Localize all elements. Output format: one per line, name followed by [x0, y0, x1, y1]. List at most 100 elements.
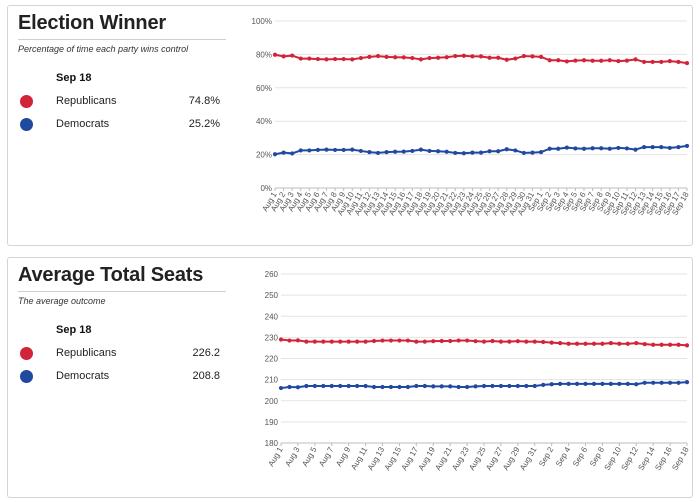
democrats-point [591, 381, 597, 386]
democrats-point [464, 384, 470, 390]
y-tick-label: 0% [260, 184, 272, 193]
panel-title: Average Total Seats [18, 262, 226, 292]
democrats-point [410, 148, 415, 154]
republicans-point [358, 55, 363, 61]
republicans-point [470, 54, 475, 59]
republicans-point [532, 339, 537, 344]
republicans-point [504, 57, 509, 62]
republicans-point [591, 341, 597, 346]
republicans-point [521, 53, 527, 59]
democrats-point [564, 145, 569, 150]
democrats-series [278, 380, 690, 391]
republicans-point [590, 58, 595, 63]
democrats-point [461, 151, 466, 156]
y-tick-label: 190 [265, 418, 279, 427]
democrats-point [338, 383, 343, 389]
republicans-point [478, 54, 484, 59]
y-tick-label: 230 [265, 333, 279, 342]
panel-subtitle: Percentage of time each party wins contr… [18, 44, 189, 54]
democrats-point [676, 144, 681, 150]
democrats-point [427, 148, 432, 154]
democrats-point [524, 383, 529, 389]
democrats-point [287, 384, 292, 390]
y-tick-label: 60% [256, 84, 272, 93]
democrats-point [363, 383, 368, 389]
republicans-point [564, 59, 569, 64]
y-tick-label: 40% [256, 117, 272, 126]
democrats-point [558, 381, 563, 386]
republicans-series [272, 52, 690, 66]
legend-row-democrats: Democrats 208.8 [18, 365, 226, 388]
democrats-point [346, 383, 351, 389]
y-tick-label: 240 [265, 312, 279, 321]
republicans-point [363, 339, 368, 344]
republicans-point [464, 338, 470, 343]
republicans-point [371, 338, 377, 344]
democrats-point [641, 144, 647, 150]
democrats-point [295, 385, 301, 390]
democrats-point [549, 382, 554, 387]
democrats-dot-icon [20, 370, 33, 383]
democrats-point [556, 146, 561, 151]
democrats-point [521, 150, 527, 156]
republicans-point [295, 338, 301, 343]
republicans-point [556, 58, 561, 63]
republicans-point [444, 55, 449, 60]
democrats-point [439, 384, 444, 389]
democrats-point [530, 150, 535, 155]
republicans-point [367, 54, 372, 60]
democrats-point [676, 380, 681, 385]
democrats-point [650, 144, 655, 150]
republicans-point [600, 341, 605, 346]
republicans-point [375, 53, 381, 59]
republicans-point [281, 54, 286, 59]
democrats-point [515, 383, 520, 389]
democrats-point [513, 148, 518, 153]
democrats-point [341, 147, 346, 153]
republicans-dot-icon [20, 95, 33, 108]
y-tick-label: 80% [256, 50, 272, 59]
democrats-point [453, 150, 458, 156]
republicans-point [405, 338, 410, 343]
democrats-point [574, 381, 580, 386]
republicans-point [338, 339, 343, 344]
democrats-point [444, 149, 449, 154]
summary-date: Sep 18 [56, 72, 92, 84]
republicans-point [583, 341, 588, 346]
republicans-point [667, 342, 673, 347]
x-tick-label: Aug 31 [518, 445, 539, 472]
democrats-point [607, 146, 612, 151]
y-tick-label: 250 [265, 291, 279, 300]
democrats-point [659, 144, 664, 150]
democrats-point [684, 143, 690, 149]
democrats-series [272, 143, 690, 157]
republicans-point [607, 58, 612, 63]
legend-row-republicans: Republicans 226.2 [18, 342, 226, 365]
republicans-point [617, 341, 622, 346]
legend-value: 25.2% [188, 118, 220, 130]
legend-value: 74.8% [188, 95, 220, 107]
y-tick-label: 210 [265, 376, 279, 385]
democrats-point [470, 150, 475, 155]
republicans-point [315, 56, 321, 62]
democrats-point [350, 147, 355, 152]
legend-label: Republicans [56, 347, 117, 359]
republicans-point [380, 338, 385, 343]
democrats-point [608, 381, 613, 386]
democrats-point [435, 149, 441, 154]
democrats-point [298, 148, 303, 153]
republicans-point [616, 58, 621, 64]
republicans-point [461, 53, 466, 58]
republicans-point [384, 54, 389, 60]
democrats-point [573, 146, 578, 151]
republicans-point [599, 58, 604, 63]
democrats-point [448, 384, 453, 389]
democrats-point [504, 147, 509, 152]
democrats-point [329, 383, 334, 389]
republicans-point [272, 52, 278, 57]
democrats-point [431, 384, 436, 389]
grid-lines [281, 273, 687, 444]
republicans-point [481, 339, 487, 344]
republicans-point [650, 59, 655, 65]
